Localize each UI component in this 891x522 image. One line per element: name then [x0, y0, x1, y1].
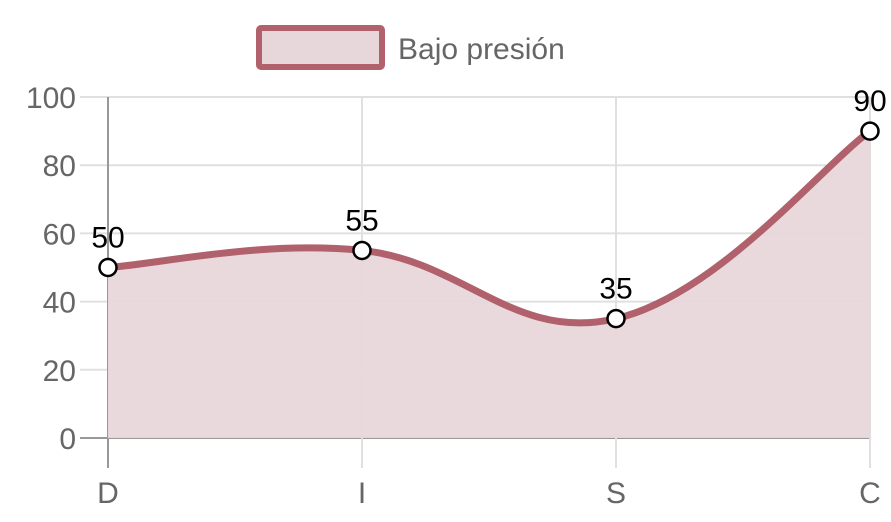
y-tick-label: 40	[43, 287, 76, 320]
legend[interactable]: Bajo presión	[256, 25, 565, 70]
y-tick-label: 100	[26, 82, 76, 115]
x-tick-label: D	[97, 477, 119, 510]
y-tick-label: 60	[43, 218, 76, 251]
series-area-fill	[108, 131, 870, 438]
data-label: 50	[91, 222, 124, 255]
y-tick-label: 20	[43, 355, 76, 388]
y-tick-label: 80	[43, 150, 76, 183]
series-line	[104, 127, 874, 327]
data-points	[98, 121, 880, 329]
data-label: 55	[345, 204, 378, 237]
data-labels: 50 55 35 90	[91, 85, 886, 306]
data-label: 90	[853, 85, 886, 118]
x-tick-label: I	[358, 477, 366, 510]
legend-label[interactable]: Bajo presión	[398, 33, 565, 66]
y-axis: 0 20 40 60 80 100	[26, 82, 76, 456]
data-point[interactable]	[860, 121, 880, 141]
legend-swatch[interactable]	[256, 25, 385, 70]
data-point[interactable]	[98, 257, 118, 278]
x-tick-label: S	[606, 477, 626, 510]
x-tick-label: C	[859, 477, 881, 510]
data-label: 35	[599, 273, 632, 306]
y-tick-label: 0	[59, 423, 76, 456]
data-point[interactable]	[606, 308, 626, 329]
data-point[interactable]	[352, 240, 372, 261]
